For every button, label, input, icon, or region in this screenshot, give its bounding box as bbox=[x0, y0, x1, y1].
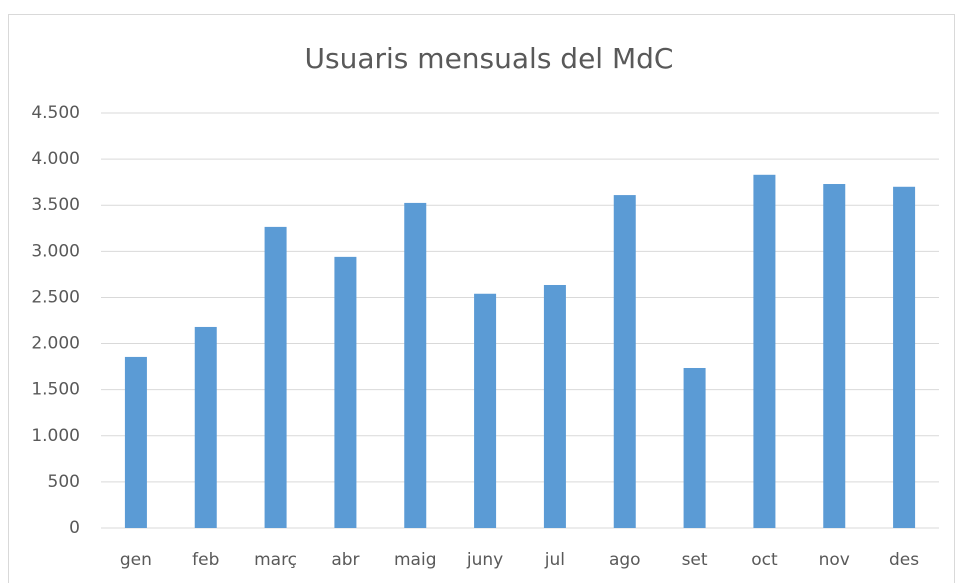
x-tick-label: juny bbox=[466, 550, 503, 570]
y-tick-label: 0 bbox=[69, 518, 80, 538]
x-tick-label: des bbox=[889, 550, 919, 570]
bar bbox=[124, 356, 147, 528]
x-tick-label: feb bbox=[192, 550, 219, 570]
x-tick-label: nov bbox=[819, 550, 850, 570]
bar bbox=[474, 293, 497, 528]
bar bbox=[823, 184, 846, 528]
chart-title: Usuaris mensuals del MdC bbox=[305, 42, 674, 75]
x-tick-label: gen bbox=[120, 550, 152, 570]
bar bbox=[334, 256, 357, 528]
y-tick-label: 3.000 bbox=[31, 241, 80, 261]
bar bbox=[683, 367, 706, 528]
bar bbox=[543, 284, 566, 528]
bar bbox=[893, 186, 916, 528]
bar bbox=[194, 326, 217, 528]
x-tick-label: abr bbox=[331, 550, 359, 570]
y-tick-label: 2.000 bbox=[31, 334, 80, 354]
x-tick-label: oct bbox=[751, 550, 778, 570]
y-tick-label: 2.500 bbox=[31, 287, 80, 307]
x-tick-label: març bbox=[254, 550, 297, 570]
bar bbox=[753, 174, 776, 529]
y-tick-label: 1.500 bbox=[31, 380, 80, 400]
x-tick-label: ago bbox=[609, 550, 641, 570]
y-tick-label: 3.500 bbox=[31, 195, 80, 215]
x-tick-label: jul bbox=[544, 550, 565, 570]
y-tick-label: 500 bbox=[48, 472, 80, 492]
x-tick-label: maig bbox=[394, 550, 437, 570]
bar bbox=[404, 202, 427, 528]
bar bbox=[264, 226, 287, 528]
y-tick-label: 4.000 bbox=[31, 149, 80, 169]
x-tick-label: set bbox=[682, 550, 708, 570]
y-tick-label: 4.500 bbox=[31, 103, 80, 123]
bar bbox=[613, 195, 636, 529]
y-tick-label: 1.000 bbox=[31, 426, 80, 446]
